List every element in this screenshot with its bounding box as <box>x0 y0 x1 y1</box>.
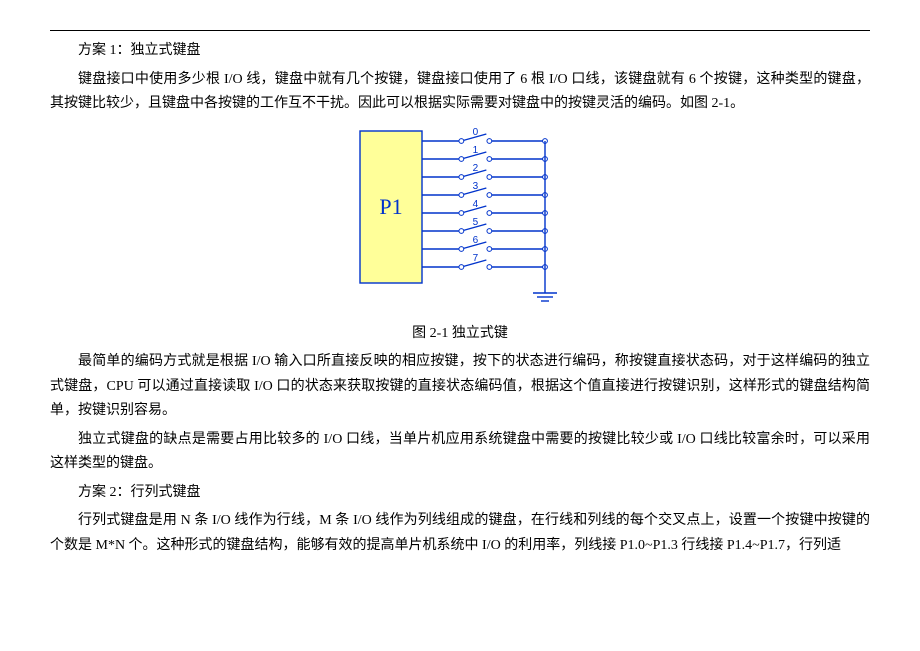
svg-text:3: 3 <box>473 181 479 192</box>
figure-caption: 图 2-1 独立式键 <box>50 322 870 347</box>
para-drawback: 独立式键盘的缺点是需要占用比较多的 I/O 口线，当单片机应用系统键盘中需要的按… <box>50 428 870 477</box>
svg-text:4: 4 <box>473 199 479 210</box>
para-scheme2-body: 行列式键盘是用 N 条 I/O 线作为行线，M 条 I/O 线作为列线组成的键盘… <box>50 509 870 558</box>
svg-text:6: 6 <box>473 235 479 246</box>
para-scheme2-title: 方案 2：行列式键盘 <box>50 481 870 506</box>
svg-text:1: 1 <box>473 145 479 156</box>
svg-text:2: 2 <box>473 163 479 174</box>
svg-text:5: 5 <box>473 217 479 228</box>
page: 方案 1：独立式键盘 键盘接口中使用多少根 I/O 线，键盘中就有几个按键，键盘… <box>0 0 920 651</box>
svg-text:P1: P1 <box>379 194 402 219</box>
diagram-svg: P1 0 1 2 3 4 5 6 7 <box>340 123 580 311</box>
para-scheme1-title: 方案 1：独立式键盘 <box>50 39 870 64</box>
para-scheme1-body: 键盘接口中使用多少根 I/O 线，键盘中就有几个按键，键盘接口使用了 6 根 I… <box>50 68 870 117</box>
diagram-independent-keyboard: P1 0 1 2 3 4 5 6 7 <box>50 123 870 316</box>
top-rule <box>50 30 870 31</box>
para-encoding: 最简单的编码方式就是根据 I/O 输入口所直接反映的相应按键，按下的状态进行编码… <box>50 350 870 424</box>
svg-text:7: 7 <box>473 253 479 264</box>
svg-text:0: 0 <box>473 127 479 138</box>
